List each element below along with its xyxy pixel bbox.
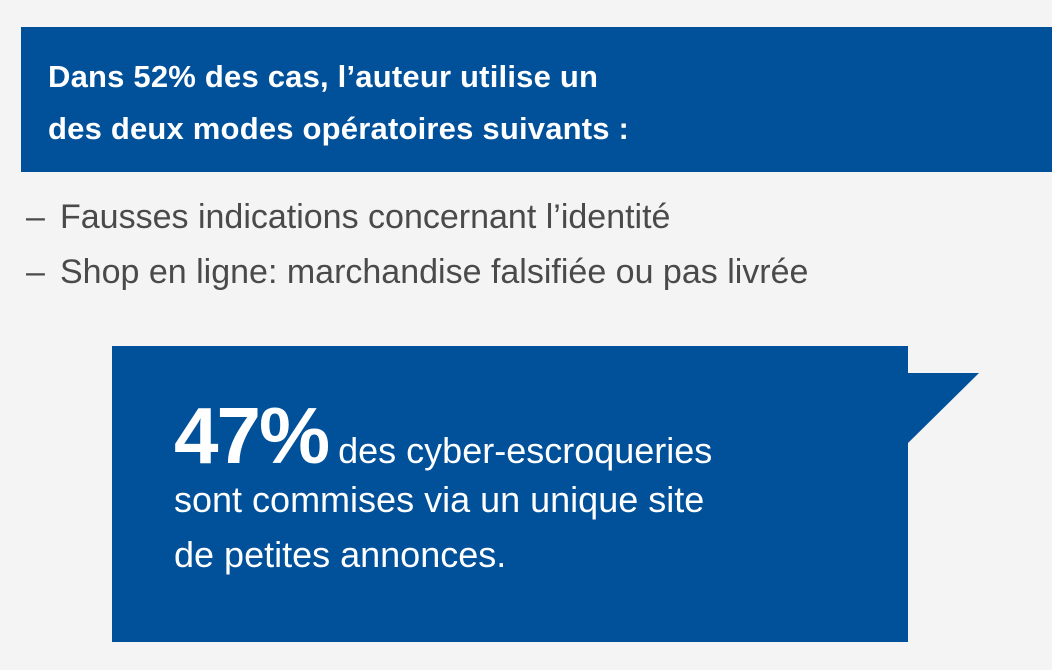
callout-line-2: sont commises via un unique site xyxy=(174,479,705,520)
header-line-2: des deux modes opératoires suivants : xyxy=(48,111,630,146)
callout-line-3: de petites annonces. xyxy=(174,534,507,575)
bullet-list: – Fausses indications concernant l’identi… xyxy=(26,190,808,300)
dash-icon: – xyxy=(26,253,45,291)
speech-bubble-tail-icon xyxy=(907,373,979,444)
header-banner: Dans 52% des cas, l’auteur utilise un de… xyxy=(21,27,1052,172)
stat-value: 47% xyxy=(174,391,330,480)
header-line-1: Dans 52% des cas, l’auteur utilise un xyxy=(48,59,599,94)
bullet-item: – Shop en ligne: marchandise falsifiée ou… xyxy=(26,245,808,300)
callout-text-1: des cyber-escroqueries xyxy=(338,430,713,471)
bullet-text: Shop en ligne: marchandise falsifiée ou … xyxy=(60,253,809,291)
bullet-item: – Fausses indications concernant l’identi… xyxy=(26,190,808,245)
bullet-text: Fausses indications concernant l’identit… xyxy=(60,198,671,236)
dash-icon: – xyxy=(26,198,45,236)
stat-callout: 47% des cyber-escroqueries sont commises … xyxy=(112,346,908,642)
callout-line-1: 47% des cyber-escroqueries xyxy=(174,396,908,476)
